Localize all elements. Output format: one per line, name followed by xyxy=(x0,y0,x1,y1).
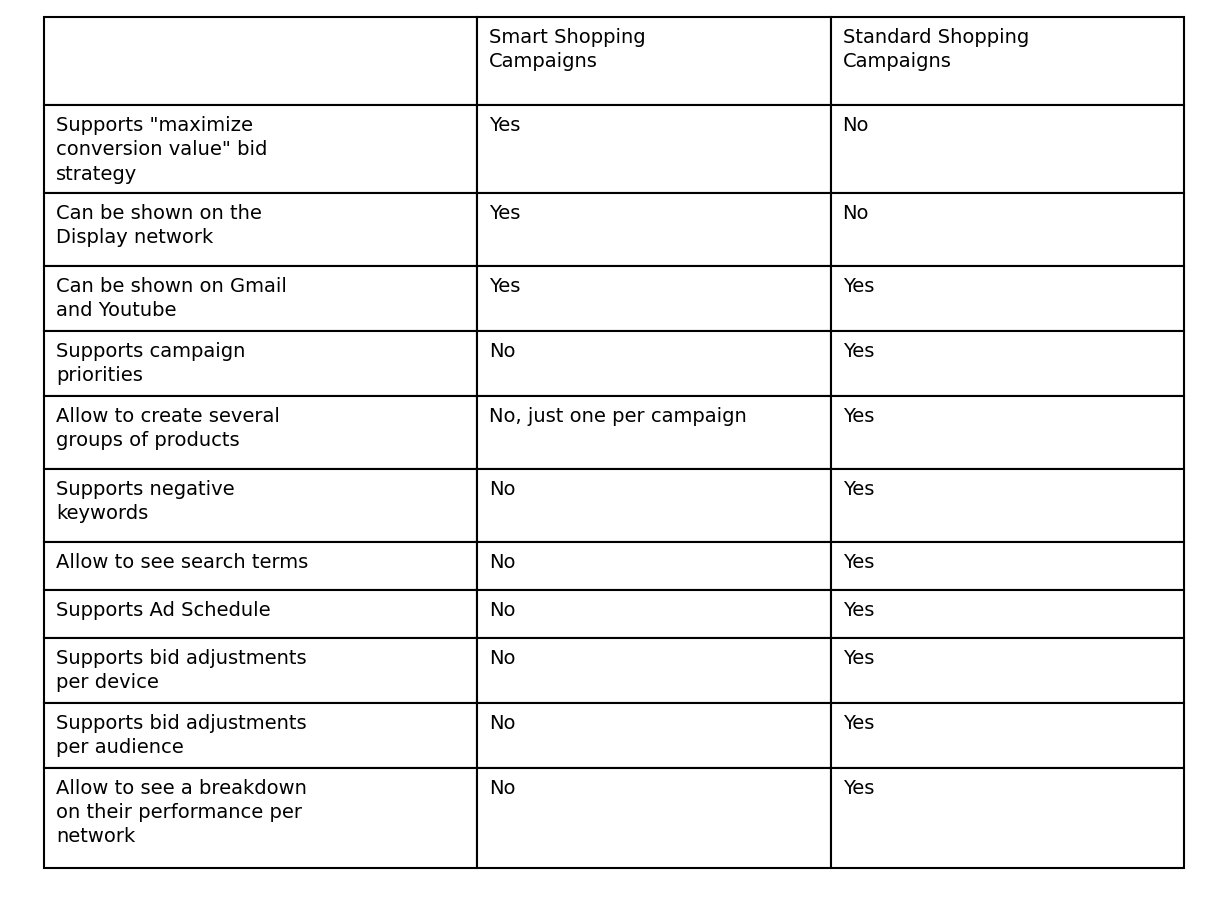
Bar xyxy=(44,542,478,590)
Bar xyxy=(478,332,830,396)
Text: Allow to create several
groups of products: Allow to create several groups of produc… xyxy=(56,406,280,450)
Bar xyxy=(44,590,478,639)
Text: Allow to see a breakdown
on their performance per
network: Allow to see a breakdown on their perfor… xyxy=(56,778,307,845)
Text: Yes: Yes xyxy=(489,277,521,296)
Bar xyxy=(830,768,1184,868)
Text: Yes: Yes xyxy=(842,713,874,732)
Bar xyxy=(830,332,1184,396)
Text: No: No xyxy=(842,116,869,135)
Bar xyxy=(44,703,478,768)
Bar xyxy=(44,469,478,542)
Bar xyxy=(44,267,478,332)
Bar xyxy=(830,194,1184,267)
Text: No: No xyxy=(489,778,516,797)
Text: Standard Shopping
Campaigns: Standard Shopping Campaigns xyxy=(842,28,1029,71)
Text: No: No xyxy=(489,342,516,361)
Text: No: No xyxy=(489,649,516,667)
Bar xyxy=(478,542,830,590)
Text: No: No xyxy=(489,552,516,571)
Bar xyxy=(478,396,830,469)
Bar xyxy=(44,639,478,703)
Bar xyxy=(830,267,1184,332)
Bar xyxy=(478,768,830,868)
Text: Can be shown on the
Display network: Can be shown on the Display network xyxy=(56,204,262,247)
Bar xyxy=(830,703,1184,768)
Bar xyxy=(478,267,830,332)
Text: Allow to see search terms: Allow to see search terms xyxy=(56,552,308,571)
Text: Yes: Yes xyxy=(489,204,521,223)
Bar xyxy=(830,469,1184,542)
Text: Supports campaign
priorities: Supports campaign priorities xyxy=(56,342,246,384)
Text: Yes: Yes xyxy=(842,406,874,425)
Text: Yes: Yes xyxy=(842,600,874,619)
Text: Supports negative
keywords: Supports negative keywords xyxy=(56,479,235,523)
Bar xyxy=(830,106,1184,194)
Text: No: No xyxy=(489,600,516,619)
Text: Supports bid adjustments
per audience: Supports bid adjustments per audience xyxy=(56,713,307,756)
Text: Smart Shopping
Campaigns: Smart Shopping Campaigns xyxy=(489,28,646,71)
Bar xyxy=(478,106,830,194)
Bar xyxy=(44,768,478,868)
Text: Supports Ad Schedule: Supports Ad Schedule xyxy=(56,600,270,619)
Bar xyxy=(478,703,830,768)
Bar xyxy=(478,469,830,542)
Text: Yes: Yes xyxy=(842,778,874,797)
Bar xyxy=(478,18,830,106)
Bar xyxy=(830,590,1184,639)
Text: Yes: Yes xyxy=(842,552,874,571)
Bar xyxy=(830,542,1184,590)
Text: Can be shown on Gmail
and Youtube: Can be shown on Gmail and Youtube xyxy=(56,277,287,320)
Bar xyxy=(44,396,478,469)
Bar xyxy=(830,639,1184,703)
Bar xyxy=(478,590,830,639)
Text: Supports bid adjustments
per device: Supports bid adjustments per device xyxy=(56,649,307,691)
Text: No: No xyxy=(842,204,869,223)
Text: Supports "maximize
conversion value" bid
strategy: Supports "maximize conversion value" bid… xyxy=(56,116,268,183)
Bar xyxy=(478,194,830,267)
Text: No: No xyxy=(489,479,516,498)
Text: Yes: Yes xyxy=(842,277,874,296)
Bar xyxy=(44,106,478,194)
Bar xyxy=(44,18,478,106)
Text: Yes: Yes xyxy=(842,649,874,667)
Text: Yes: Yes xyxy=(842,342,874,361)
Bar xyxy=(44,332,478,396)
Bar xyxy=(830,396,1184,469)
Bar xyxy=(830,18,1184,106)
Bar xyxy=(478,639,830,703)
Text: Yes: Yes xyxy=(842,479,874,498)
Bar xyxy=(44,194,478,267)
Text: No: No xyxy=(489,713,516,732)
Text: No, just one per campaign: No, just one per campaign xyxy=(489,406,747,425)
Text: Yes: Yes xyxy=(489,116,521,135)
